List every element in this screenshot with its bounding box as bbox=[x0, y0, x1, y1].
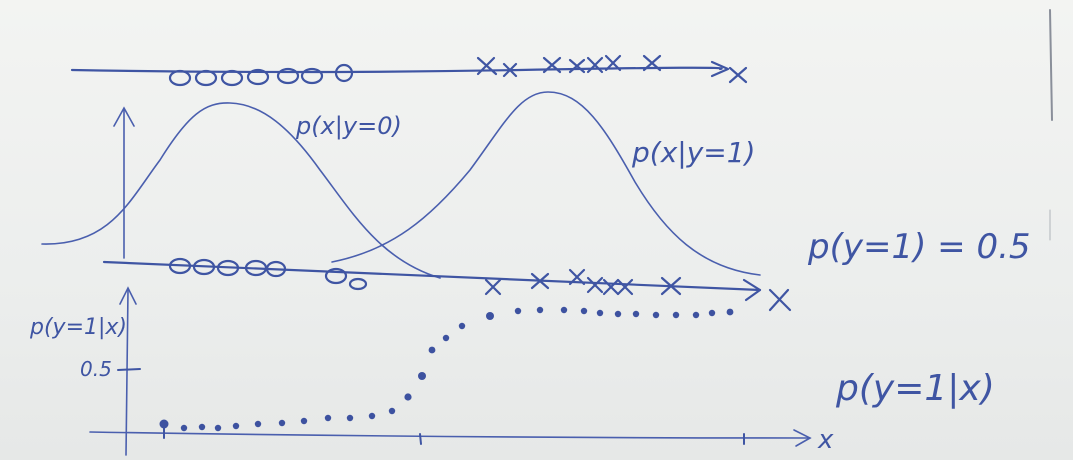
density-curve-class0 bbox=[41, 102, 441, 279]
label-half-tick: 0.5 bbox=[80, 357, 112, 381]
density-curve-class1 bbox=[331, 91, 761, 276]
board-edge-line bbox=[1049, 9, 1053, 121]
middle-class1-crosses bbox=[484, 268, 792, 312]
posterior-dots bbox=[159, 306, 734, 432]
label-x-axis: x bbox=[817, 425, 834, 455]
middle-class0-circles bbox=[168, 257, 368, 291]
label-posterior-axis: p(y=1|x) bbox=[29, 315, 127, 340]
top-class1-crosses bbox=[476, 54, 748, 84]
posterior-y-axis bbox=[117, 286, 141, 456]
posterior-x-axis bbox=[89, 427, 812, 447]
middle-data-line bbox=[102, 260, 762, 302]
label-prior: p(y=1) = 0.5 bbox=[807, 227, 1031, 267]
density-y-axis bbox=[113, 106, 135, 259]
label-class1-density: p(x|y=1) bbox=[631, 136, 755, 169]
top-class0-circles bbox=[168, 63, 354, 87]
label-class0-density: p(x|y=0) bbox=[295, 112, 402, 140]
label-posterior: p(y=1|x) bbox=[835, 368, 995, 409]
